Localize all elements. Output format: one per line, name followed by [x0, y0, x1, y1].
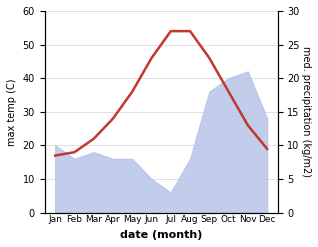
X-axis label: date (month): date (month) [120, 230, 202, 240]
Y-axis label: max temp (C): max temp (C) [7, 78, 17, 145]
Y-axis label: med. precipitation (kg/m2): med. precipitation (kg/m2) [301, 46, 311, 177]
